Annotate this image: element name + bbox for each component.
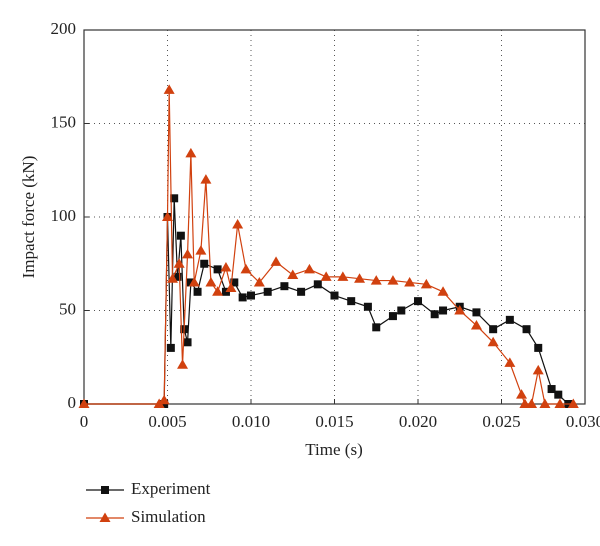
y-tick-label: 0 xyxy=(68,393,77,412)
marker xyxy=(404,276,416,287)
marker xyxy=(454,305,466,315)
marker xyxy=(280,282,289,291)
marker xyxy=(372,323,381,332)
marker xyxy=(263,287,272,296)
marker xyxy=(430,310,439,319)
x-tick-label: 0.020 xyxy=(399,412,437,431)
marker xyxy=(472,308,481,317)
marker xyxy=(200,174,212,184)
marker xyxy=(532,364,544,375)
marker xyxy=(185,147,197,158)
marker xyxy=(387,275,399,285)
y-tick-label: 100 xyxy=(51,206,77,225)
x-tick-label: 0.025 xyxy=(482,412,520,431)
marker xyxy=(163,84,175,94)
x-tick-label: 0 xyxy=(80,412,89,431)
marker xyxy=(347,297,356,306)
marker xyxy=(213,265,222,274)
legend-marker xyxy=(99,512,111,522)
marker xyxy=(504,357,516,367)
marker xyxy=(320,271,332,281)
marker xyxy=(153,398,165,408)
marker xyxy=(313,280,322,289)
marker xyxy=(303,263,315,274)
legend-marker xyxy=(101,486,109,494)
marker xyxy=(489,325,498,334)
marker xyxy=(162,211,173,221)
legend-label: Experiment xyxy=(131,479,211,498)
marker xyxy=(182,248,194,259)
marker xyxy=(253,276,265,287)
marker xyxy=(388,312,397,321)
marker xyxy=(437,286,449,296)
marker xyxy=(270,256,282,266)
marker xyxy=(354,273,366,283)
marker xyxy=(212,286,224,296)
y-tick-label: 150 xyxy=(51,112,77,131)
marker xyxy=(539,398,551,408)
marker xyxy=(370,275,382,285)
y-tick-label: 200 xyxy=(51,19,77,38)
marker xyxy=(176,231,185,240)
marker xyxy=(173,258,185,268)
plot-frame xyxy=(83,29,586,405)
marker xyxy=(240,263,252,274)
marker xyxy=(554,390,563,399)
marker xyxy=(470,319,482,330)
marker xyxy=(505,315,514,324)
marker xyxy=(297,287,306,296)
marker xyxy=(220,261,232,272)
marker xyxy=(177,359,189,369)
marker xyxy=(195,245,207,255)
marker xyxy=(516,389,528,399)
series-line xyxy=(84,198,569,405)
marker xyxy=(487,336,499,347)
x-tick-label: 0.005 xyxy=(148,412,186,431)
marker xyxy=(526,398,538,408)
marker xyxy=(158,394,170,405)
marker xyxy=(186,278,195,287)
series-line xyxy=(84,89,574,405)
y-tick-label: 50 xyxy=(59,299,76,318)
marker xyxy=(247,291,255,300)
marker xyxy=(534,343,543,352)
marker xyxy=(554,398,566,408)
legend-label: Simulation xyxy=(131,507,206,526)
x-axis-label: Time (s) xyxy=(305,440,362,459)
marker xyxy=(167,273,179,283)
marker xyxy=(330,291,339,300)
marker xyxy=(78,398,90,408)
marker xyxy=(397,306,406,315)
y-axis-label: Impact force (kN) xyxy=(19,156,38,279)
x-tick-label: 0.010 xyxy=(232,412,270,431)
marker xyxy=(188,276,200,287)
marker xyxy=(166,343,175,352)
marker xyxy=(439,306,448,315)
x-tick-label: 0.030 xyxy=(566,412,600,431)
marker xyxy=(183,338,192,347)
marker xyxy=(193,287,202,296)
x-tick-label: 0.015 xyxy=(315,412,353,431)
marker xyxy=(170,194,179,203)
marker xyxy=(173,272,182,281)
marker xyxy=(287,269,299,279)
marker xyxy=(238,293,247,302)
marker xyxy=(420,278,432,289)
marker xyxy=(232,218,244,229)
marker xyxy=(547,385,556,394)
marker xyxy=(200,259,209,268)
marker xyxy=(337,271,349,281)
marker xyxy=(230,278,239,287)
marker xyxy=(414,297,422,306)
marker xyxy=(363,302,372,311)
marker xyxy=(225,282,237,293)
marker xyxy=(522,325,531,334)
marker xyxy=(205,276,217,287)
marker xyxy=(567,398,579,408)
